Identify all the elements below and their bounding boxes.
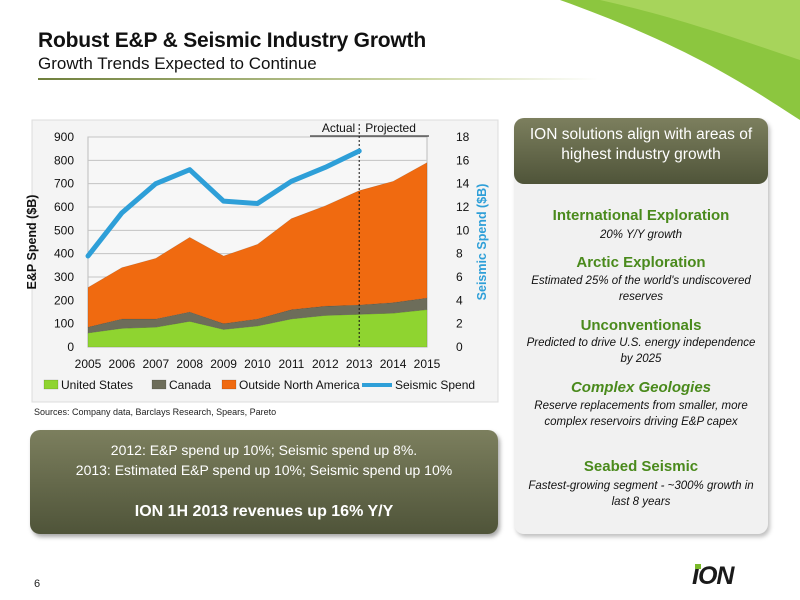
x-tick-label: 2008 [176,357,203,371]
y2-tick-label: 8 [456,247,463,261]
y-tick-label: 0 [67,340,74,354]
decorative-swoosh [560,0,800,120]
item-title-arctic: Arctic Exploration [576,254,706,271]
item-title-complex-geologies: Complex Geologies [570,379,712,396]
y2-tick-label: 4 [456,293,463,307]
sources-note: Sources: Company data, Barclays Research… [34,407,277,417]
x-tick-label: 2012 [312,357,339,371]
item-desc-unconventionals: Predicted to drive U.S. energy independe… [526,337,756,365]
y2-tick-label: 18 [456,130,470,144]
item-title-unconventionals: Unconventionals [580,317,702,334]
x-tick-label: 2007 [142,357,169,371]
item-desc-international: 20% Y/Y growth [599,229,683,241]
item-desc-complex-geologies: Reserve replacements from smaller, more … [534,400,748,428]
y2-axis-title: Seismic Spend ($B) [475,184,489,301]
y-tick-label: 600 [54,200,74,214]
x-tick-label: 2011 [278,357,304,371]
title-divider [38,78,598,80]
y2-tick-label: 14 [456,177,470,191]
x-tick-label: 2015 [414,357,441,371]
y-tick-label: 900 [54,130,74,144]
annotation-actual: Actual [322,121,355,135]
ion-logo: ION [692,562,736,589]
y2-tick-label: 16 [456,153,470,167]
legend-label: Outside North America [239,378,360,392]
legend-swatch [151,379,167,390]
x-tick-label: 2013 [346,357,373,371]
x-tick-label: 2010 [244,357,271,371]
legend-item-united-states: United States [43,378,133,392]
solutions-panel: ION solutions align with areas of highes… [514,118,768,534]
item-desc-arctic: Estimated 25% of the world's undiscovere… [531,275,751,303]
annotation-projected: Projected [365,121,416,135]
x-tick-label: 2005 [75,357,102,371]
x-tick-label: 2006 [109,357,136,371]
item-title-international: International Exploration [552,207,730,224]
y-tick-label: 100 [54,317,74,331]
y-tick-label: 700 [54,177,74,191]
y-tick-label: 200 [54,293,74,307]
legend-item-canada: Canada [151,378,211,392]
y2-tick-label: 0 [456,340,463,354]
summary-revenue-highlight: ION 1H 2013 revenues up 16% Y/Y [134,503,394,520]
page-number: 6 [34,578,41,590]
summary-box: 2012: E&P spend up 10%; Seismic spend up… [30,430,498,534]
y-tick-label: 500 [54,223,74,237]
spend-chart: Actual Projected 010020030040050060070080… [25,119,499,403]
y2-tick-label: 2 [456,317,463,331]
legend-swatch [221,379,237,390]
summary-line-2012: 2012: E&P spend up 10%; Seismic spend up… [110,442,418,458]
summary-line-2013: 2013: Estimated E&P spend up 10%; Seismi… [75,462,453,478]
y2-tick-label: 6 [456,270,463,284]
y2-tick-label: 12 [456,200,470,214]
y2-tick-label: 10 [456,223,470,237]
y-tick-label: 300 [54,270,74,284]
x-tick-label: 2009 [210,357,237,371]
legend-swatch [43,379,59,390]
solutions-panel-heading: ION solutions align with areas of highes… [529,126,753,163]
item-desc-seabed-seismic: Fastest-growing segment - ~300% growth i… [528,480,754,508]
x-tick-label: 2014 [380,357,407,371]
solutions-panel-header: ION solutions align with areas of highes… [514,118,768,184]
y-tick-label: 400 [54,247,74,261]
slide-title: Robust E&P & Seismic Industry Growth [38,29,426,52]
area-outside-north-america [87,162,428,328]
item-title-seabed-seismic: Seabed Seismic [583,458,699,475]
legend-item-outside-north-america: Outside North America [221,378,360,392]
legend-item-seismic-spend: Seismic Spend [362,378,475,392]
y-tick-label: 800 [54,153,74,167]
slide-subtitle: Growth Trends Expected to Continue [38,54,317,73]
legend-label: United States [61,378,133,392]
y-axis-title: E&P Spend ($B) [25,195,39,290]
legend-label: Seismic Spend [395,378,475,392]
legend-label: Canada [169,378,211,392]
